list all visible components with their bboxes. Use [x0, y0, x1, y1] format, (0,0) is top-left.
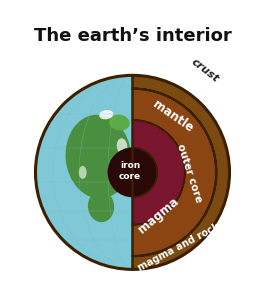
Ellipse shape — [117, 138, 127, 154]
Wedge shape — [36, 75, 132, 270]
Ellipse shape — [99, 110, 113, 120]
Circle shape — [36, 75, 229, 270]
Text: mantle: mantle — [151, 97, 196, 135]
Circle shape — [108, 148, 157, 197]
Ellipse shape — [98, 209, 140, 241]
Wedge shape — [132, 120, 185, 225]
Wedge shape — [132, 75, 229, 270]
Ellipse shape — [109, 115, 130, 131]
Ellipse shape — [65, 115, 131, 199]
Ellipse shape — [79, 166, 87, 179]
Text: The earth’s interior: The earth’s interior — [34, 27, 231, 45]
Text: crust: crust — [189, 57, 220, 84]
Text: magma and rock: magma and rock — [136, 221, 221, 273]
Ellipse shape — [88, 191, 114, 222]
Text: outer core: outer core — [175, 143, 203, 204]
Text: iron
core: iron core — [119, 161, 141, 181]
Wedge shape — [132, 88, 217, 256]
Text: magma: magma — [136, 195, 182, 236]
